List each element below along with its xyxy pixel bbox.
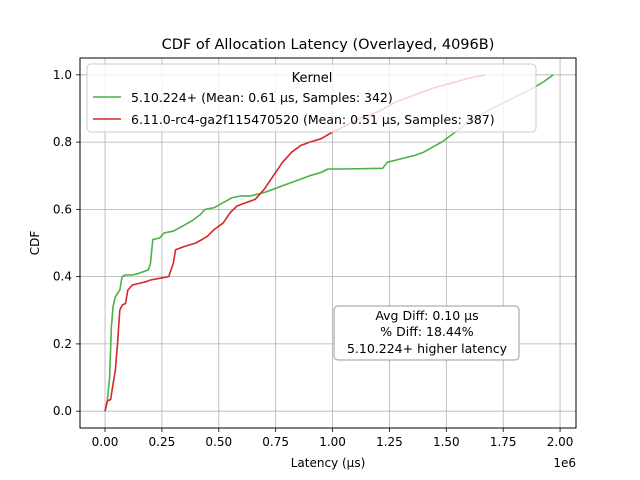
y-tick-label: 0.0 bbox=[53, 404, 72, 418]
y-axis-label: CDF bbox=[28, 231, 42, 256]
plot-area-frame bbox=[79, 57, 577, 429]
x-tick-label: 2.00 bbox=[547, 435, 574, 449]
y-tick-label: 0.2 bbox=[53, 337, 72, 351]
legend: Kernel 5.10.224+ (Mean: 0.61 µs, Samples… bbox=[86, 63, 537, 133]
legend-title: Kernel bbox=[292, 71, 333, 86]
y-tick-label: 1.0 bbox=[53, 68, 72, 82]
legend-label-5-10-224: 5.10.224+ (Mean: 0.61 µs, Samples: 342) bbox=[131, 90, 393, 105]
x-tick-label: 0.75 bbox=[262, 435, 289, 449]
annotation-line-1: Avg Diff: 0.10 µs bbox=[375, 308, 478, 323]
x-tick-label: 1.00 bbox=[319, 435, 346, 449]
annotation-line-2: % Diff: 18.44% bbox=[380, 324, 474, 339]
x-axis-label: Latency (µs) bbox=[291, 456, 366, 470]
legend-label-6-11-0-rc4: 6.11.0-rc4-ga2f115470520 (Mean: 0.51 µs,… bbox=[131, 112, 495, 127]
legend-box bbox=[86, 63, 537, 133]
stats-annotation: Avg Diff: 0.10 µs % Diff: 18.44% 5.10.22… bbox=[333, 305, 520, 361]
axis-ticks: 0.00 0.25 0.50 0.75 1.00 1.25 1.50 1.75 2.00 0.0 0… bbox=[53, 68, 574, 449]
annotation-line-3: 5.10.224+ higher latency bbox=[347, 341, 508, 356]
chart-title: CDF of Allocation Latency (Overlayed, 40… bbox=[162, 37, 495, 53]
x-tick-label: 1.25 bbox=[376, 435, 403, 449]
x-tick-label: 0.00 bbox=[92, 435, 119, 449]
annotation-box bbox=[333, 305, 520, 361]
x-tick-label: 0.50 bbox=[205, 435, 232, 449]
y-tick-label: 0.6 bbox=[53, 202, 72, 216]
x-tick-label: 0.25 bbox=[149, 435, 176, 449]
x-offset-label: 1e6 bbox=[553, 456, 576, 470]
x-tick-label: 1.50 bbox=[433, 435, 460, 449]
series-line-5-10-224 bbox=[104, 74, 554, 412]
y-tick-label: 0.4 bbox=[53, 270, 72, 284]
x-tick-label: 1.75 bbox=[490, 435, 517, 449]
y-tick-label: 0.8 bbox=[53, 135, 72, 149]
